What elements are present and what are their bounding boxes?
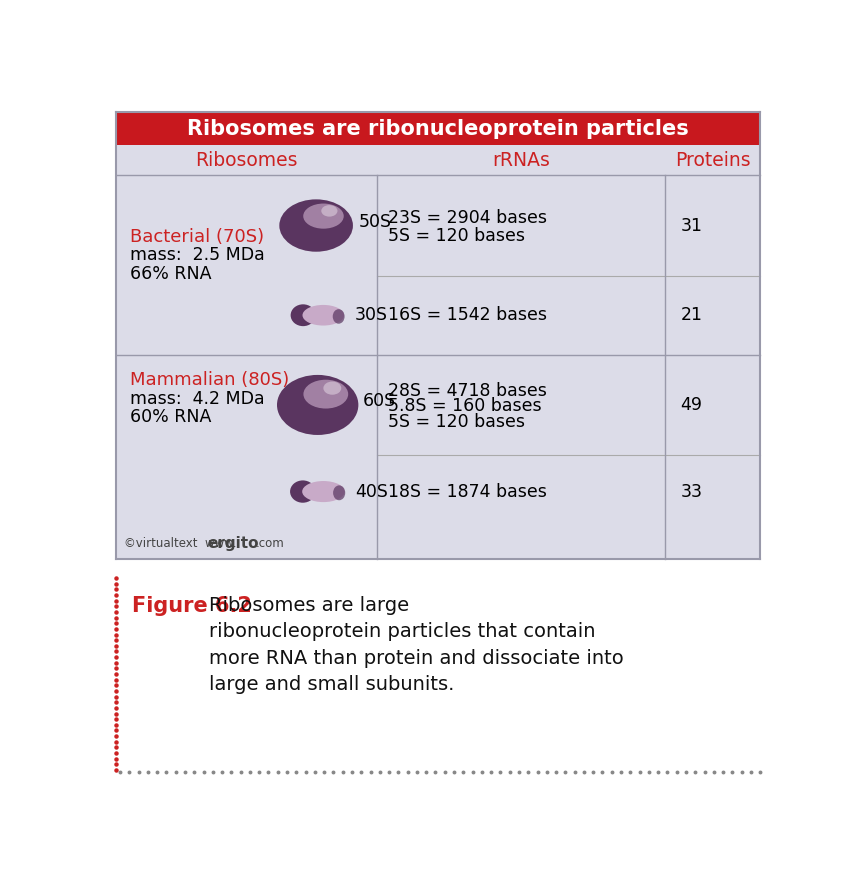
Text: 23S = 2904 bases: 23S = 2904 bases bbox=[388, 208, 547, 227]
Text: 66% RNA: 66% RNA bbox=[130, 265, 212, 283]
Text: Mammalian (80S): Mammalian (80S) bbox=[130, 371, 289, 389]
Ellipse shape bbox=[304, 379, 348, 409]
Text: 16S = 1542 bases: 16S = 1542 bases bbox=[388, 306, 547, 324]
Text: Ribosomes are ribonucleoprotein particles: Ribosomes are ribonucleoprotein particle… bbox=[187, 119, 689, 139]
Text: 5.8S = 160 bases: 5.8S = 160 bases bbox=[388, 398, 542, 415]
Text: Bacterial (70S): Bacterial (70S) bbox=[130, 228, 264, 246]
Bar bbox=[116, 112, 760, 145]
Text: 31: 31 bbox=[681, 216, 702, 235]
Text: Proteins: Proteins bbox=[675, 151, 751, 169]
Ellipse shape bbox=[303, 305, 344, 325]
Ellipse shape bbox=[280, 200, 353, 252]
Text: Ribosomes are large
ribonucleoprotein particles that contain
more RNA than prote: Ribosomes are large ribonucleoprotein pa… bbox=[209, 596, 624, 694]
Text: ergito: ergito bbox=[208, 536, 259, 551]
Ellipse shape bbox=[333, 486, 345, 501]
Ellipse shape bbox=[290, 480, 315, 503]
Text: 33: 33 bbox=[681, 482, 702, 501]
Text: .com: .com bbox=[256, 537, 285, 550]
Text: ©virtualtext  www.: ©virtualtext www. bbox=[124, 537, 237, 550]
Ellipse shape bbox=[321, 205, 338, 216]
Text: 18S = 1874 bases: 18S = 1874 bases bbox=[388, 482, 547, 501]
Text: mass:  4.2 MDa: mass: 4.2 MDa bbox=[130, 390, 265, 408]
Text: Ribosomes: Ribosomes bbox=[195, 151, 298, 169]
Text: mass:  2.5 MDa: mass: 2.5 MDa bbox=[130, 246, 265, 264]
Text: 49: 49 bbox=[681, 396, 702, 414]
Text: 40S: 40S bbox=[355, 482, 388, 501]
Text: 60S: 60S bbox=[363, 392, 396, 410]
Bar bbox=[116, 145, 760, 559]
Ellipse shape bbox=[302, 481, 345, 502]
Text: 5S = 120 bases: 5S = 120 bases bbox=[388, 228, 525, 245]
Text: 28S = 4718 bases: 28S = 4718 bases bbox=[388, 382, 547, 400]
Text: 50S: 50S bbox=[359, 213, 392, 231]
Ellipse shape bbox=[291, 304, 315, 326]
Text: 30S: 30S bbox=[355, 306, 388, 324]
Text: Figure 6.2: Figure 6.2 bbox=[132, 596, 251, 616]
Text: rRNAs: rRNAs bbox=[492, 151, 550, 169]
Ellipse shape bbox=[333, 310, 345, 324]
Text: 5S = 120 bases: 5S = 120 bases bbox=[388, 412, 525, 431]
Text: 21: 21 bbox=[681, 306, 702, 324]
Ellipse shape bbox=[304, 203, 344, 228]
Ellipse shape bbox=[323, 382, 341, 395]
Text: 60% RNA: 60% RNA bbox=[130, 408, 211, 426]
Ellipse shape bbox=[277, 375, 358, 435]
